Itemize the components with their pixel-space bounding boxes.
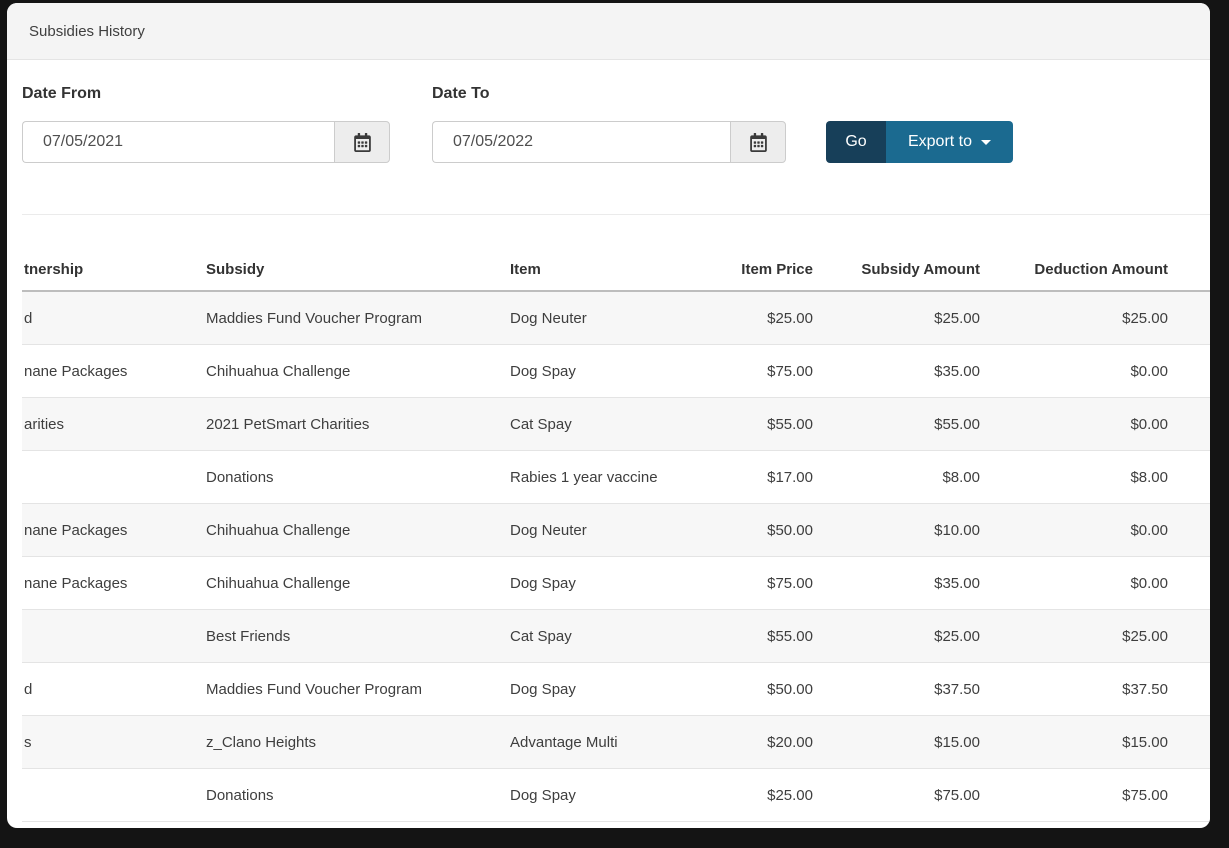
- subsidies-table: tnership Subsidy Item Item Price Subsidy Amo…: [22, 248, 1210, 822]
- column-header-partnership[interactable]: tnership: [24, 260, 84, 278]
- column-header-item[interactable]: Item: [510, 260, 541, 278]
- cell-item_price: $55.00: [767, 415, 813, 433]
- cell-subsidy: Best Friends: [206, 627, 291, 645]
- cell-subsidy: Donations: [206, 786, 274, 804]
- table-row[interactable]: nane Packages Chihuahua Challenge Dog Spay…: [22, 345, 1210, 398]
- cell-subsidy_amount: $15.00: [934, 733, 980, 751]
- date-to-input-group: [432, 121, 786, 163]
- filters-table-divider: [22, 214, 1210, 215]
- cell-partnership: s: [24, 733, 32, 751]
- page-title: Subsidies History: [29, 22, 145, 40]
- cell-deduction_amount: $0.00: [1130, 574, 1168, 592]
- cell-item: Cat Spay: [510, 627, 572, 645]
- table-row[interactable]: nane Packages Chihuahua Challenge Dog Spay…: [22, 557, 1210, 610]
- cell-partnership: d: [24, 680, 33, 698]
- cell-deduction_amount: $25.00: [1122, 627, 1168, 645]
- cell-subsidy: Chihuahua Challenge: [206, 574, 351, 592]
- cell-item_price: $25.00: [767, 786, 813, 804]
- subsidies-history-panel: Subsidies History Date From Date To: [7, 3, 1210, 828]
- cell-partnership: nane Packages: [24, 574, 128, 592]
- cell-item: Dog Spay: [510, 786, 576, 804]
- cell-subsidy: z_Clano Heights: [206, 733, 317, 751]
- cell-deduction_amount: $75.00: [1122, 786, 1168, 804]
- date-from-group: Date From: [22, 84, 390, 163]
- cell-subsidy_amount: $75.00: [934, 786, 980, 804]
- column-header-item_price[interactable]: Item Price: [741, 260, 813, 278]
- calendar-icon: [749, 132, 767, 152]
- date-from-label: Date From: [22, 85, 102, 102]
- cell-item_price: $25.00: [767, 309, 813, 327]
- date-to-group: Date To: [432, 84, 786, 163]
- cell-item_price: $50.00: [767, 680, 813, 698]
- cell-subsidy_amount: $10.00: [934, 521, 980, 539]
- filter-bar: Date From Date To: [7, 60, 1210, 163]
- cell-subsidy: Chihuahua Challenge: [206, 362, 351, 380]
- export-to-label: Export to: [907, 133, 973, 150]
- table-row[interactable]: arities 2021 PetSmart Charities Cat Spay $5…: [22, 398, 1210, 451]
- cell-item_price: $55.00: [767, 627, 813, 645]
- cell-item: Dog Spay: [510, 680, 576, 698]
- table-body: d Maddies Fund Voucher Program Dog Neuter $…: [22, 292, 1210, 822]
- column-header-subsidy[interactable]: Subsidy: [206, 260, 265, 278]
- column-header-subsidy_amount[interactable]: Subsidy Amount: [861, 260, 980, 278]
- cell-subsidy: Maddies Fund Voucher Program: [206, 309, 422, 327]
- column-header-deduction_amount[interactable]: Deduction Amount: [1034, 260, 1168, 278]
- cell-subsidy_amount: $8.00: [942, 468, 980, 486]
- cell-deduction_amount: $37.50: [1122, 680, 1168, 698]
- date-from-input-group: [22, 121, 390, 163]
- cell-item_price: $50.00: [767, 521, 813, 539]
- cell-item: Dog Neuter: [510, 521, 587, 539]
- panel-header: Subsidies History: [7, 3, 1210, 60]
- table-row[interactable]: nane Packages Chihuahua Challenge Dog Neut…: [22, 504, 1210, 557]
- go-button-label: Go: [845, 133, 867, 150]
- cell-deduction_amount: $15.00: [1122, 733, 1168, 751]
- date-from-calendar-button[interactable]: [334, 121, 390, 163]
- cell-partnership: nane Packages: [24, 362, 128, 380]
- cell-item_price: $75.00: [767, 362, 813, 380]
- cell-subsidy: Chihuahua Challenge: [206, 521, 351, 539]
- cell-subsidy: 2021 PetSmart Charities: [206, 415, 370, 433]
- cell-partnership: d: [24, 309, 33, 327]
- cell-partnership: nane Packages: [24, 521, 128, 539]
- cell-subsidy_amount: $35.00: [934, 362, 980, 380]
- date-to-calendar-button[interactable]: [730, 121, 786, 163]
- cell-subsidy: Donations: [206, 468, 274, 486]
- cell-subsidy_amount: $35.00: [934, 574, 980, 592]
- cell-deduction_amount: $25.00: [1122, 309, 1168, 327]
- cell-item_price: $20.00: [767, 733, 813, 751]
- cell-subsidy_amount: $55.00: [934, 415, 980, 433]
- cell-item: Dog Spay: [510, 362, 576, 380]
- go-button[interactable]: Go: [826, 121, 886, 163]
- cell-item_price: $17.00: [767, 468, 813, 486]
- table-row[interactable]: s z_Clano Heights Advantage Multi $20.00 $15…: [22, 716, 1210, 769]
- cell-item: Dog Spay: [510, 574, 576, 592]
- cell-item: Cat Spay: [510, 415, 572, 433]
- table-row[interactable]: Best Friends Cat Spay $55.00 $25.00 $25.00: [22, 610, 1210, 663]
- cell-subsidy_amount: $25.00: [934, 309, 980, 327]
- cell-item: Advantage Multi: [510, 733, 618, 751]
- date-to-label: Date To: [432, 85, 490, 102]
- date-from-input[interactable]: [22, 121, 334, 163]
- action-buttons: Go Export to: [826, 121, 1013, 163]
- date-to-input[interactable]: [432, 121, 730, 163]
- caret-down-icon: [981, 139, 992, 145]
- table-row[interactable]: d Maddies Fund Voucher Program Dog Neuter $…: [22, 292, 1210, 345]
- cell-deduction_amount: $0.00: [1130, 415, 1168, 433]
- export-to-button[interactable]: Export to: [886, 121, 1013, 163]
- cell-item: Rabies 1 year vaccine: [510, 468, 658, 486]
- table-row[interactable]: Donations Dog Spay $25.00 $75.00 $75.00: [22, 769, 1210, 822]
- cell-partnership: arities: [24, 415, 65, 433]
- table-header-row: tnership Subsidy Item Item Price Subsidy Amo…: [22, 248, 1210, 292]
- calendar-icon: [353, 132, 371, 152]
- cell-deduction_amount: $0.00: [1130, 362, 1168, 380]
- cell-item: Dog Neuter: [510, 309, 587, 327]
- table-row[interactable]: Donations Rabies 1 year vaccine $17.00 $8.0…: [22, 451, 1210, 504]
- cell-item_price: $75.00: [767, 574, 813, 592]
- cell-deduction_amount: $0.00: [1130, 521, 1168, 539]
- cell-subsidy_amount: $25.00: [934, 627, 980, 645]
- cell-subsidy_amount: $37.50: [934, 680, 980, 698]
- cell-subsidy: Maddies Fund Voucher Program: [206, 680, 422, 698]
- table-row[interactable]: d Maddies Fund Voucher Program Dog Spay $50…: [22, 663, 1210, 716]
- cell-deduction_amount: $8.00: [1130, 468, 1168, 486]
